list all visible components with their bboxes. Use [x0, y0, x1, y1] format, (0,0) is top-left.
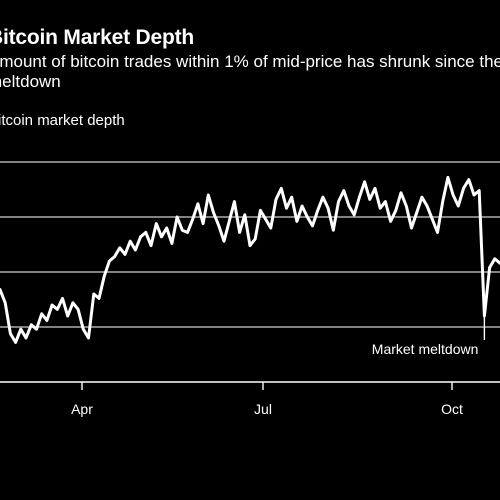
- annotation-market-meltdown: Market meltdown: [372, 341, 479, 357]
- series-line-bitcoin-market-depth: [0, 175, 500, 344]
- chart-subtitle: Amount of bitcoin trades within 1% of mi…: [0, 52, 500, 91]
- x-tick-label-apr: Apr: [71, 401, 93, 417]
- x-ticks: Apr Jul Oct: [71, 382, 463, 417]
- legend-entry: Bitcoin market depth: [0, 112, 125, 129]
- x-tick-label-jul: Jul: [254, 401, 272, 417]
- chart-title: Bitcoin Market Depth: [0, 26, 195, 49]
- x-tick-label-oct: Oct: [441, 401, 463, 417]
